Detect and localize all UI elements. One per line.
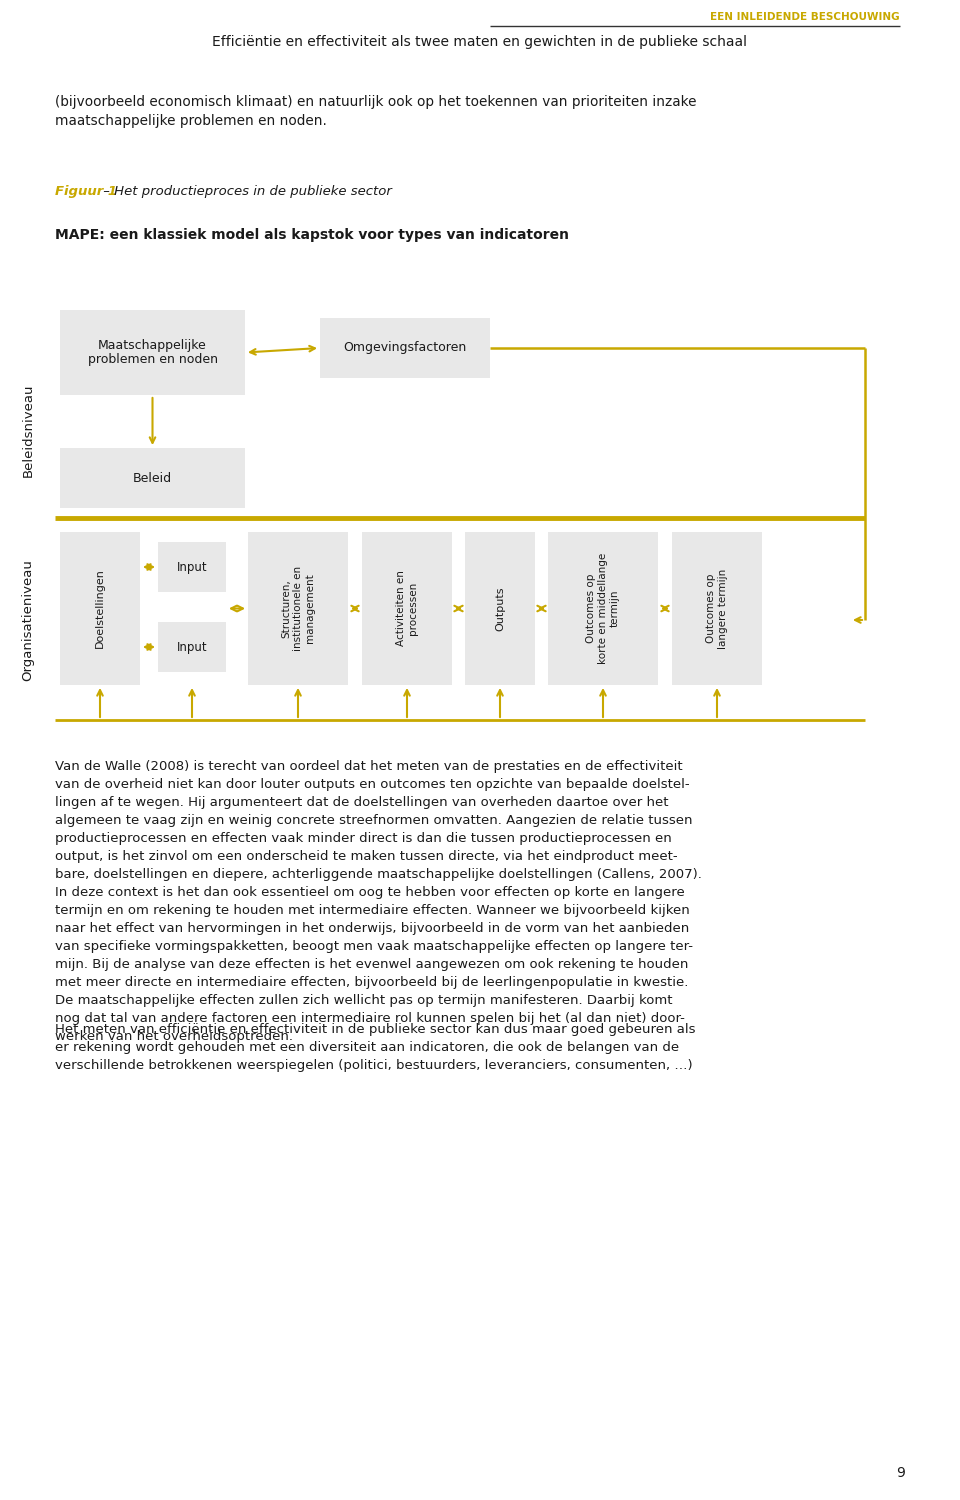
- FancyBboxPatch shape: [60, 448, 245, 509]
- Text: Input: Input: [177, 561, 207, 573]
- FancyBboxPatch shape: [158, 622, 226, 672]
- Text: Input: Input: [177, 640, 207, 654]
- FancyBboxPatch shape: [320, 318, 490, 378]
- Text: MAPE: een klassiek model als kapstok voor types van indicatoren: MAPE: een klassiek model als kapstok voo…: [55, 228, 569, 242]
- FancyBboxPatch shape: [60, 310, 245, 394]
- Text: Figuur 1: Figuur 1: [55, 184, 117, 198]
- Text: Activiteiten en
processen: Activiteiten en processen: [396, 570, 418, 646]
- Text: – Het productieproces in de publieke sector: – Het productieproces in de publieke sec…: [99, 184, 392, 198]
- Text: (bijvoorbeeld economisch klimaat) en natuurlijk ook op het toekennen van priorit: (bijvoorbeeld economisch klimaat) en nat…: [55, 94, 697, 129]
- FancyBboxPatch shape: [60, 532, 140, 686]
- Text: Outcomes op
langere termijn: Outcomes op langere termijn: [707, 568, 728, 648]
- Text: Het meten van efficiëntie en effectiviteit in de publieke sector kan dus maar go: Het meten van efficiëntie en effectivite…: [55, 1023, 695, 1072]
- FancyBboxPatch shape: [248, 532, 348, 686]
- Text: Outcomes op
korte en middellange
termijn: Outcomes op korte en middellange termijn: [587, 554, 619, 664]
- Text: Van de Walle (2008) is terecht van oordeel dat het meten van de prestaties en de: Van de Walle (2008) is terecht van oorde…: [55, 760, 702, 1042]
- Text: Outputs: Outputs: [495, 586, 505, 630]
- Text: 9: 9: [896, 1466, 905, 1480]
- FancyBboxPatch shape: [548, 532, 658, 686]
- Text: Beleidsniveau: Beleidsniveau: [21, 384, 35, 477]
- Text: EEN INLEIDENDE BESCHOUWING: EEN INLEIDENDE BESCHOUWING: [710, 12, 900, 22]
- FancyBboxPatch shape: [362, 532, 452, 686]
- Text: Efficiëntie en effectiviteit als twee maten en gewichten in de publieke schaal: Efficiëntie en effectiviteit als twee ma…: [212, 34, 748, 50]
- FancyBboxPatch shape: [465, 532, 535, 686]
- Text: Organisatieniveau: Organisatieniveau: [21, 560, 35, 681]
- Text: Doelstellingen: Doelstellingen: [95, 568, 105, 648]
- Text: Omgevingsfactoren: Omgevingsfactoren: [344, 342, 467, 354]
- Text: Maatschappelijke
problemen en noden: Maatschappelijke problemen en noden: [87, 339, 218, 366]
- Text: Beleid: Beleid: [132, 471, 172, 484]
- Text: Structuren,
institutionele en
management: Structuren, institutionele en management: [281, 566, 315, 651]
- FancyBboxPatch shape: [158, 542, 226, 592]
- FancyBboxPatch shape: [672, 532, 762, 686]
